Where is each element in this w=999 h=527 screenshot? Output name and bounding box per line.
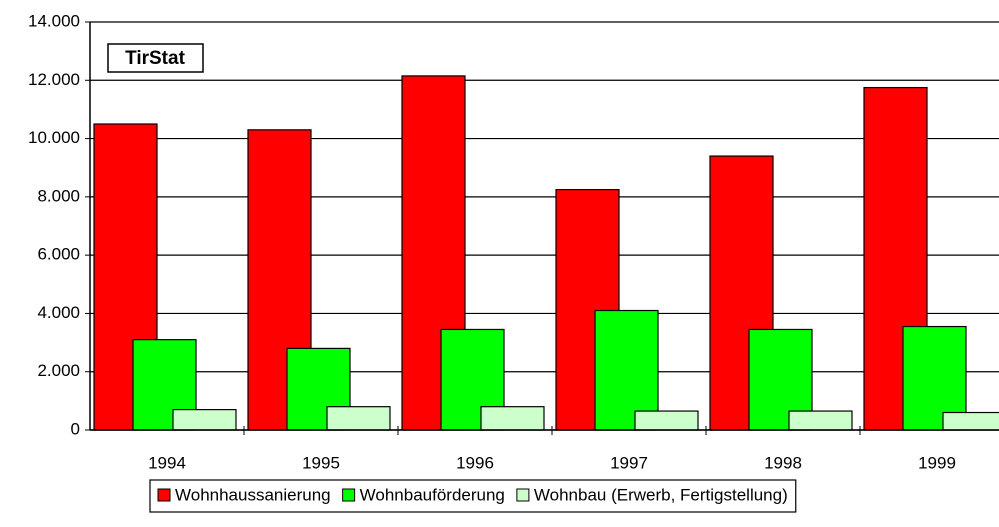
x-tick-label: 1996 xyxy=(456,453,494,472)
bar xyxy=(480,406,545,431)
x-tick-label: 1995 xyxy=(302,453,340,472)
y-tick-label: 12.000 xyxy=(28,70,80,89)
y-tick-label: 10.000 xyxy=(28,128,80,147)
y-tick-label: 14.000 xyxy=(28,11,80,30)
y-tick-label: 4.000 xyxy=(37,303,80,322)
legend-swatch xyxy=(342,488,356,502)
y-tick-label: 8.000 xyxy=(37,186,80,205)
legend-label: Wohnhaussanierung xyxy=(175,485,331,504)
legend-label: Wohnbauförderung xyxy=(360,485,505,504)
annotation-box xyxy=(107,43,204,73)
bar xyxy=(634,410,699,431)
x-tick-label: 1999 xyxy=(918,453,956,472)
x-tick-label: 1994 xyxy=(148,453,186,472)
legend-label: Wohnbau (Erwerb, Fertigstellung) xyxy=(534,485,788,504)
y-tick-label: 6.000 xyxy=(37,245,80,264)
bar xyxy=(594,309,659,431)
legend-box xyxy=(149,479,797,513)
x-tick-label: 1997 xyxy=(610,453,648,472)
bar xyxy=(942,411,999,431)
annotation: TirStat xyxy=(125,48,186,69)
x-tick-label: 1998 xyxy=(764,453,802,472)
bar xyxy=(902,325,967,431)
bar xyxy=(326,406,391,431)
legend-swatch xyxy=(157,488,171,502)
bar xyxy=(172,409,237,431)
y-tick-label: 0 xyxy=(71,419,80,438)
bar xyxy=(788,410,853,431)
legend-swatch xyxy=(516,488,530,502)
y-tick-label: 2.000 xyxy=(37,361,80,380)
